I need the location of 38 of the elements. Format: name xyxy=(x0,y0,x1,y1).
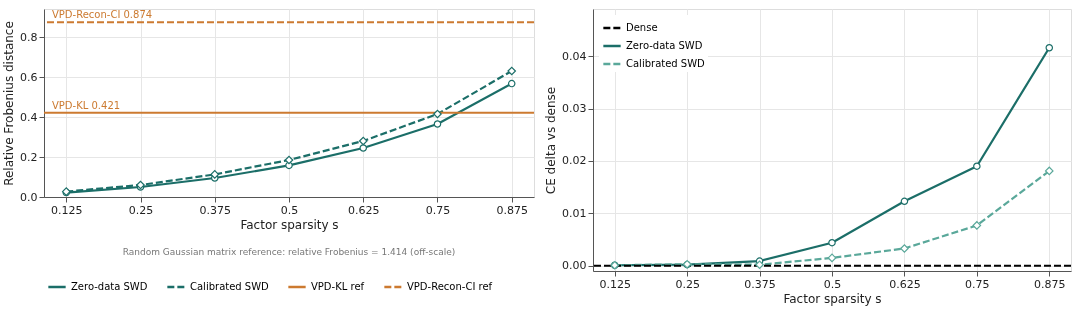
x-tick-label: 0.125 xyxy=(599,277,631,291)
x-tick-label: 0.5 xyxy=(280,203,299,217)
x-tick-label: 0.875 xyxy=(1034,277,1066,291)
y-tick-label: 0.0 xyxy=(20,190,38,204)
x-tick-label: 0.125 xyxy=(51,203,83,217)
y-axis-title: CE delta vs dense xyxy=(544,86,559,195)
x-axis-title: Factor sparsity s xyxy=(783,291,882,306)
x-tick-label: 0.75 xyxy=(425,203,451,217)
y-tick-label: 0.01 xyxy=(562,206,587,220)
legend-label: Dense xyxy=(626,22,658,33)
x-tick-label: 0.5 xyxy=(823,277,842,291)
annotation: VPD-KL 0.421 xyxy=(52,99,121,111)
x-axis-title: Factor sparsity s xyxy=(240,217,339,232)
legend-label: Zero-data SWD xyxy=(626,40,703,51)
x-tick-label: 0.375 xyxy=(744,277,776,291)
y-tick-label: 0.03 xyxy=(562,102,587,116)
legend-label: Zero-data SWD xyxy=(71,281,148,292)
y-tick-label: 0.02 xyxy=(562,154,587,168)
y-axis-title: Relative Frobenius distance xyxy=(2,21,17,186)
y-tick-label: 0.2 xyxy=(20,150,38,164)
y-tick-label: 0.04 xyxy=(562,49,587,63)
x-tick-label: 0.25 xyxy=(675,277,700,291)
legend-label: Calibrated SWD xyxy=(190,281,270,292)
legend-label: Calibrated SWD xyxy=(626,58,706,69)
y-tick-label: 0.4 xyxy=(20,110,38,124)
x-tick-label: 0.625 xyxy=(889,277,921,291)
legend-label: VPD-Recon-CI ref xyxy=(407,281,493,292)
x-tick-label: 0.25 xyxy=(128,203,154,217)
annotation: VPD-Recon-CI 0.874 xyxy=(52,9,153,21)
text: Random Gaussian matrix reference: relative Frobenius = 1.414 (off-scale) xyxy=(122,247,456,257)
x-tick-label: 0.375 xyxy=(199,203,232,217)
y-tick-label: 0.6 xyxy=(20,70,38,84)
y-tick-label: 0.8 xyxy=(20,30,38,44)
x-tick-label: 0.75 xyxy=(965,277,990,291)
x-tick-label: 0.625 xyxy=(347,203,380,217)
x-tick-label: 0.875 xyxy=(496,203,528,217)
legend-label: VPD-KL ref xyxy=(311,281,365,292)
y-tick-label: 0.00 xyxy=(562,259,587,273)
